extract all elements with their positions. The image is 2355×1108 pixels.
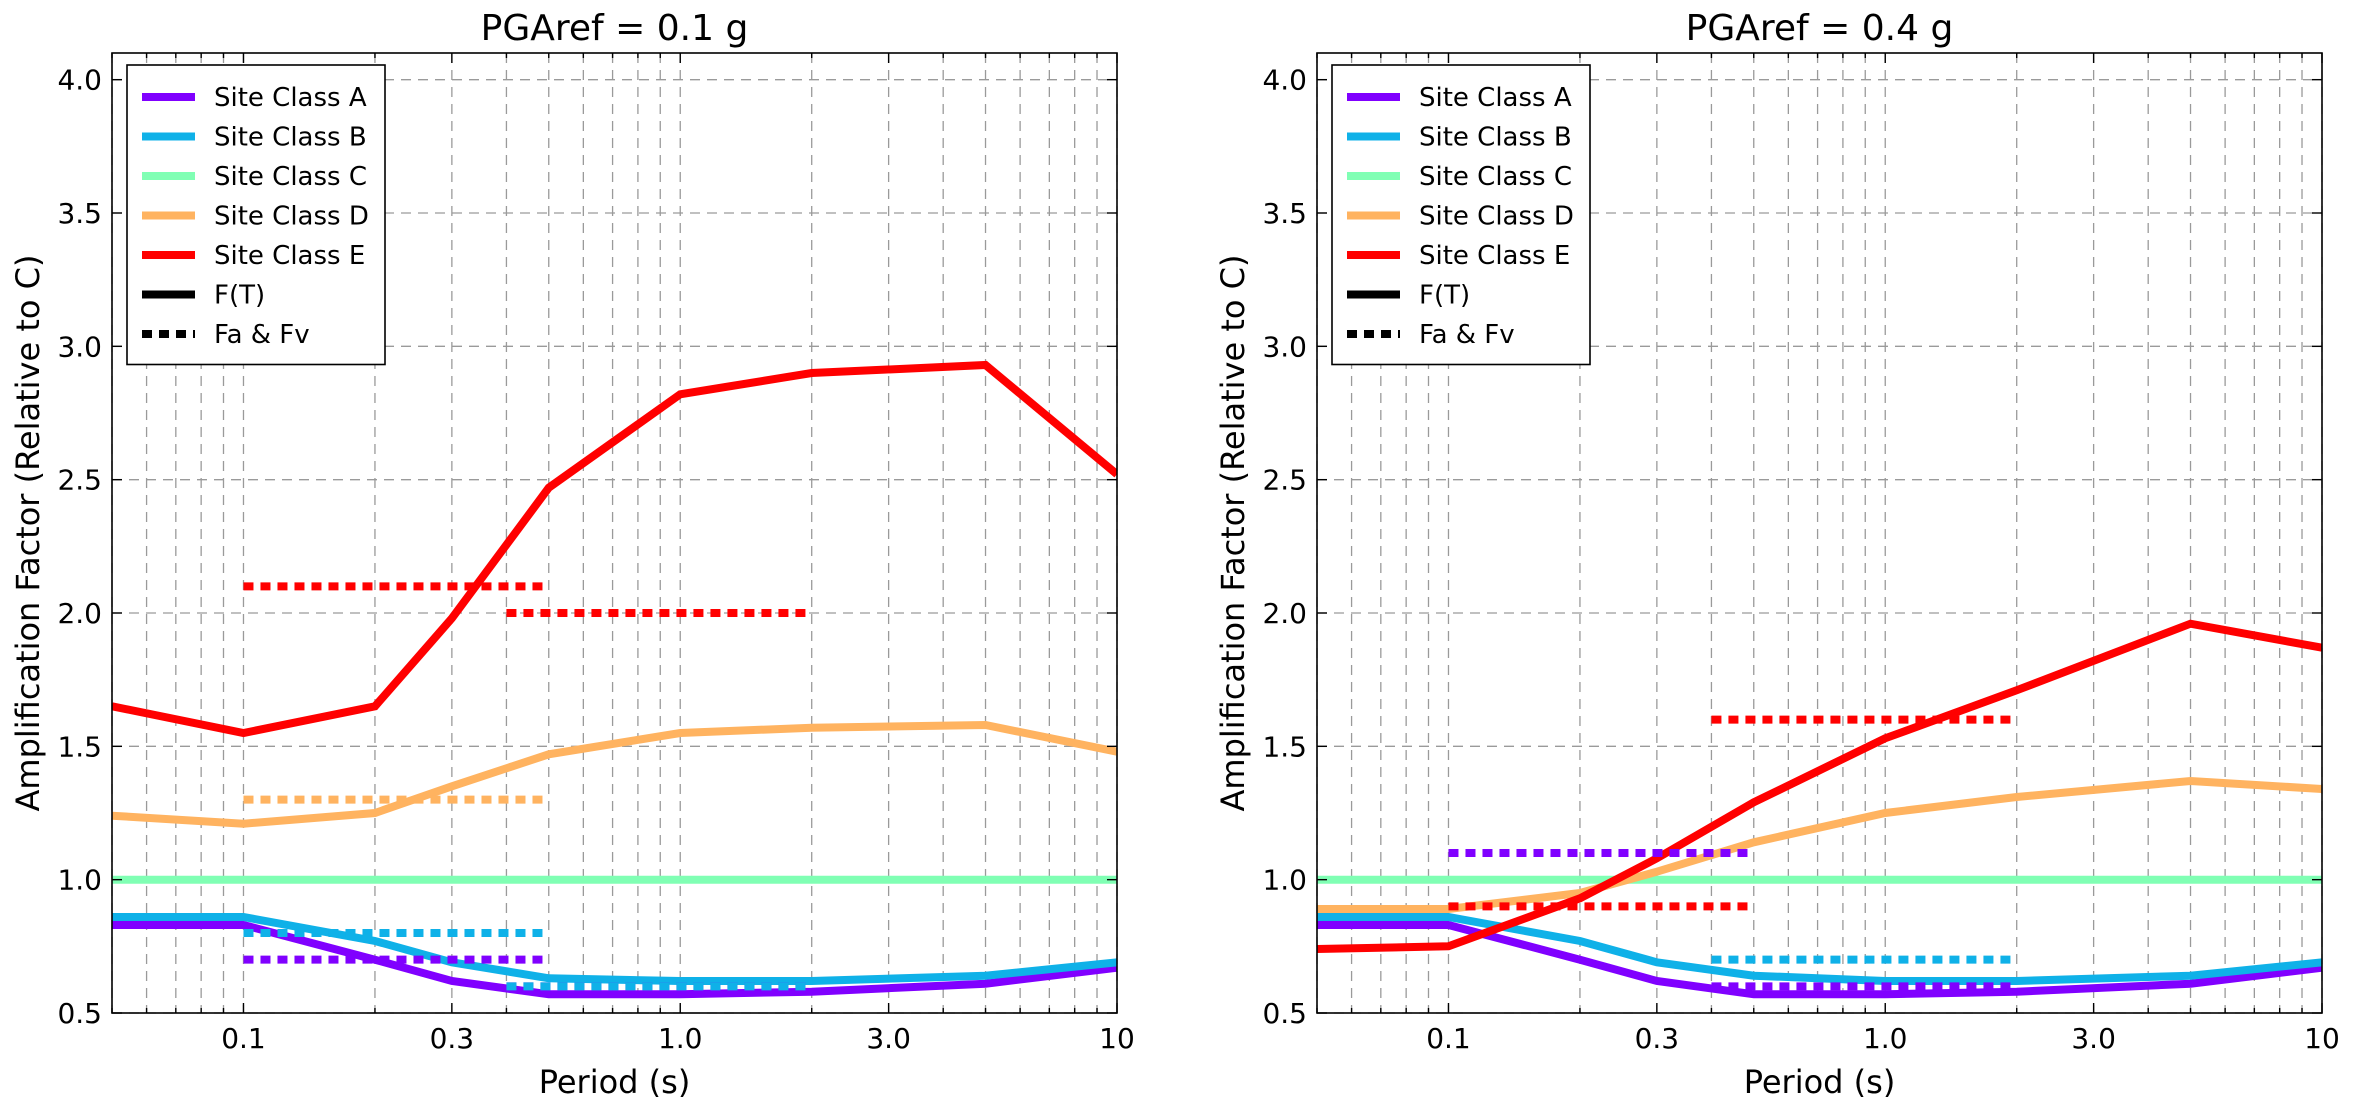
y-tick-label: 0.5 — [1262, 997, 1307, 1030]
chart-panel-1: 0.1 0.3 1.0 3.0 10 0.5 1.0 1.5 2.0 2.5 3.0 3.5 4.0 PG… — [9, 8, 1135, 1101]
x-tick-label: 3.0 — [2071, 1022, 2116, 1055]
series-line-site-class-a — [1317, 921, 2322, 999]
x-tick-label: 0.3 — [430, 1022, 475, 1055]
legend: Site Class A Site Class B Site Class C Site… — [126, 64, 386, 366]
ticks — [1316, 53, 2323, 1014]
legend-label-site-class-e: Site Class E — [214, 241, 365, 271]
chart-title: PGAref = 0.1 g — [481, 8, 749, 49]
plot-area — [112, 360, 1117, 999]
y-tick-label: 3.0 — [1262, 330, 1307, 363]
legend-label-site-class-c: Site Class C — [214, 162, 367, 192]
legend-label-site-class-a: Site Class A — [1419, 83, 1572, 113]
y-axis-label: Amplification Factor (Relative to C) — [9, 255, 47, 812]
x-tick-label: 0.1 — [1426, 1022, 1471, 1055]
x-tick-label: 1.0 — [658, 1022, 703, 1055]
series-line-site-class-e — [112, 360, 1117, 738]
y-axis-label: Amplification Factor (Relative to C) — [1214, 255, 1252, 812]
y-tick-label: 1.5 — [57, 730, 102, 763]
legend-label-fa-fv: Fa & Fv — [1419, 320, 1515, 350]
axes-frame — [111, 52, 1118, 1014]
x-tick-label: 10 — [2304, 1022, 2340, 1055]
ticks — [111, 53, 1118, 1014]
chart-panel-2: 0.1 0.3 1.0 3.0 10 0.5 1.0 1.5 2.0 2.5 3.0 3.5 4.0 PG… — [1214, 8, 2340, 1101]
y-tick-label: 1.0 — [1262, 864, 1307, 897]
x-tick-label: 3.0 — [866, 1022, 911, 1055]
series-line-site-class-d — [112, 720, 1117, 828]
y-tick-label: 4.0 — [1262, 64, 1307, 97]
legend-label-f-t: F(T) — [1419, 281, 1470, 311]
legend-label-site-class-d: Site Class D — [214, 202, 369, 232]
y-tick-label: 4.0 — [57, 64, 102, 97]
x-tick-label: 0.3 — [1635, 1022, 1680, 1055]
legend-label-site-class-a: Site Class A — [214, 83, 367, 113]
y-tick-label: 0.5 — [57, 997, 102, 1030]
x-tick-label: 1.0 — [1863, 1022, 1908, 1055]
y-tick-label: 3.0 — [57, 330, 102, 363]
series-line-site-class-e — [1317, 619, 2322, 953]
y-tick-label: 3.5 — [1262, 197, 1307, 230]
legend-label-f-t: F(T) — [214, 281, 265, 311]
y-tick-label: 3.5 — [57, 197, 102, 230]
plot-area — [1317, 619, 2322, 999]
legend-label-site-class-b: Site Class B — [214, 123, 367, 153]
x-tick-label: 0.1 — [221, 1022, 266, 1055]
y-tick-label: 2.5 — [1262, 464, 1307, 497]
axes-frame — [1316, 52, 2323, 1014]
y-tick-label: 2.5 — [57, 464, 102, 497]
y-tick-label: 1.0 — [57, 864, 102, 897]
legend-label-site-class-d: Site Class D — [1419, 202, 1574, 232]
x-tick-label: 10 — [1099, 1022, 1135, 1055]
chart-title: PGAref = 0.4 g — [1686, 8, 1954, 49]
series-line-site-class-b — [1317, 913, 2322, 985]
legend-label-site-class-c: Site Class C — [1419, 162, 1572, 192]
legend-label-site-class-e: Site Class E — [1419, 241, 1570, 271]
legend-label-fa-fv: Fa & Fv — [214, 320, 310, 350]
legend-label-site-class-b: Site Class B — [1419, 123, 1572, 153]
x-axis-label: Period (s) — [1744, 1063, 1896, 1101]
y-tick-label: 1.5 — [1262, 730, 1307, 763]
series-line-site-class-d — [1317, 776, 2322, 913]
x-axis-label: Period (s) — [539, 1063, 691, 1101]
series-line-site-class-b — [112, 913, 1117, 985]
y-tick-label: 2.0 — [1262, 597, 1307, 630]
y-tick-label: 2.0 — [57, 597, 102, 630]
legend: Site Class A Site Class B Site Class C Site… — [1331, 64, 1591, 366]
